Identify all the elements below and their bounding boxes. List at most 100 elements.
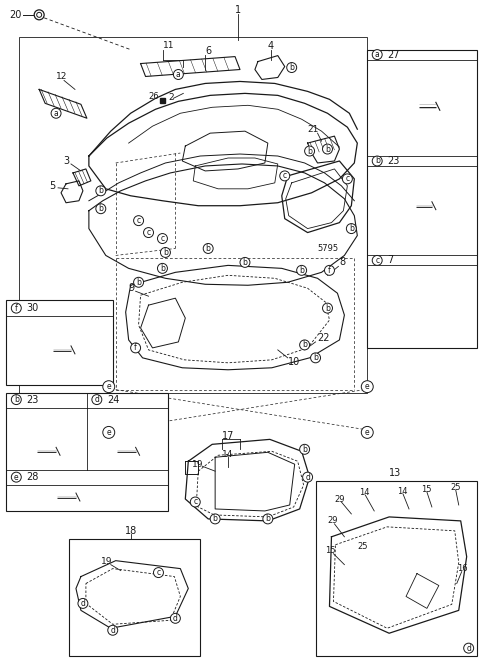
- Text: 10: 10: [288, 357, 300, 367]
- Circle shape: [103, 426, 115, 438]
- Text: b: b: [325, 304, 330, 313]
- Circle shape: [347, 224, 356, 234]
- Text: 22: 22: [318, 333, 330, 343]
- Text: b: b: [302, 445, 307, 454]
- Circle shape: [297, 265, 307, 275]
- Text: d: d: [173, 614, 178, 623]
- Text: e: e: [107, 382, 111, 391]
- Text: f: f: [328, 266, 331, 275]
- Text: b: b: [98, 204, 103, 213]
- Text: 25: 25: [451, 482, 461, 492]
- Circle shape: [133, 216, 144, 226]
- Circle shape: [160, 248, 170, 257]
- Circle shape: [144, 228, 154, 238]
- Text: 23: 23: [387, 156, 399, 166]
- Text: 12: 12: [56, 72, 68, 81]
- Text: e: e: [107, 428, 111, 437]
- Circle shape: [323, 303, 333, 313]
- Text: 5: 5: [49, 181, 55, 191]
- Bar: [367, 50, 477, 348]
- Circle shape: [305, 146, 314, 156]
- Text: 14: 14: [222, 449, 233, 459]
- Circle shape: [240, 257, 250, 267]
- Circle shape: [34, 10, 44, 20]
- Text: c: c: [146, 228, 151, 237]
- Circle shape: [12, 472, 21, 482]
- Circle shape: [302, 472, 312, 482]
- Text: d: d: [81, 599, 85, 608]
- Text: b: b: [302, 341, 307, 349]
- Bar: [19, 37, 367, 393]
- Text: 20: 20: [9, 10, 22, 20]
- Circle shape: [300, 444, 310, 454]
- Circle shape: [78, 599, 88, 609]
- Text: b: b: [160, 264, 165, 273]
- Circle shape: [324, 265, 335, 275]
- Text: 14: 14: [360, 488, 370, 496]
- Text: a: a: [54, 109, 59, 117]
- Circle shape: [464, 644, 474, 653]
- Circle shape: [12, 303, 21, 313]
- Bar: [120, 567, 126, 572]
- Text: c: c: [283, 172, 287, 180]
- Bar: [69, 539, 200, 656]
- Circle shape: [300, 340, 310, 350]
- Text: f: f: [134, 343, 137, 352]
- Circle shape: [103, 381, 115, 393]
- Text: f: f: [15, 304, 18, 313]
- Circle shape: [173, 69, 183, 79]
- Text: c: c: [136, 216, 141, 225]
- Text: 1: 1: [235, 5, 241, 15]
- Circle shape: [210, 514, 220, 524]
- Text: 14: 14: [397, 486, 408, 496]
- Circle shape: [133, 277, 144, 287]
- Text: 27: 27: [387, 50, 400, 59]
- Text: b: b: [375, 156, 380, 166]
- Text: b: b: [325, 145, 330, 154]
- Text: 9: 9: [129, 283, 135, 293]
- Circle shape: [92, 395, 102, 405]
- Circle shape: [203, 244, 213, 253]
- Text: 6: 6: [205, 46, 211, 55]
- Circle shape: [157, 263, 168, 273]
- Text: 17: 17: [222, 432, 234, 442]
- Text: b: b: [289, 63, 294, 72]
- Circle shape: [361, 426, 373, 438]
- Text: c: c: [193, 498, 197, 506]
- Text: 25: 25: [357, 543, 368, 551]
- Circle shape: [311, 353, 321, 363]
- Text: 15: 15: [421, 484, 432, 494]
- Text: e: e: [365, 382, 370, 391]
- Circle shape: [170, 613, 180, 623]
- Text: 7: 7: [387, 255, 394, 265]
- Text: 29: 29: [335, 494, 345, 504]
- Bar: [315, 481, 477, 656]
- Text: 8: 8: [339, 257, 346, 267]
- Circle shape: [96, 186, 106, 196]
- Text: c: c: [375, 256, 379, 265]
- Text: b: b: [313, 353, 318, 362]
- Circle shape: [287, 63, 297, 73]
- Circle shape: [157, 234, 168, 244]
- Text: 26: 26: [148, 92, 159, 101]
- Circle shape: [372, 156, 382, 166]
- Text: 4: 4: [268, 41, 274, 51]
- Circle shape: [372, 50, 382, 59]
- Text: b: b: [98, 186, 103, 195]
- Text: a: a: [375, 50, 380, 59]
- Text: 3: 3: [63, 156, 69, 166]
- Text: b: b: [265, 514, 270, 523]
- Text: b: b: [136, 278, 141, 287]
- Text: 5795: 5795: [318, 244, 339, 253]
- Circle shape: [108, 625, 118, 635]
- Circle shape: [342, 174, 352, 184]
- Circle shape: [263, 514, 273, 524]
- Text: 19: 19: [101, 557, 112, 566]
- Text: e: e: [14, 473, 19, 482]
- Circle shape: [96, 204, 106, 214]
- Text: 21: 21: [308, 125, 319, 134]
- Text: b: b: [299, 266, 304, 275]
- Text: 23: 23: [26, 395, 38, 405]
- Circle shape: [372, 255, 382, 265]
- Text: 24: 24: [107, 395, 119, 405]
